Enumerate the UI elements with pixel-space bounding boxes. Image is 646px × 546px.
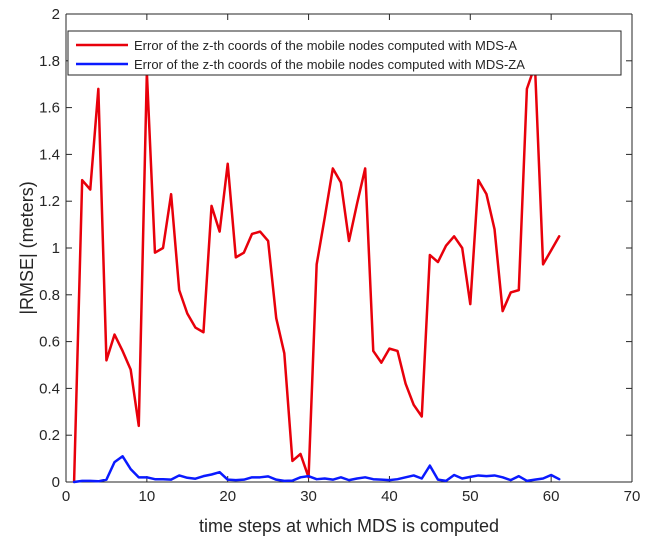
y-tick-label: 0.8	[39, 287, 60, 304]
y-tick-label: 0.2	[39, 427, 60, 444]
y-tick-label: 1.6	[39, 100, 60, 117]
y-tick-label: 0	[52, 474, 60, 491]
x-tick-label: 20	[219, 488, 236, 505]
series-layer	[72, 64, 561, 484]
x-axis-label: time steps at which MDS is computed	[199, 516, 499, 536]
y-tick-label: 1.2	[39, 193, 60, 210]
y-tick-label: 1	[52, 240, 60, 257]
y-tick-label: 0.6	[39, 334, 60, 351]
y-axis-label: |RMSE| (meters)	[17, 181, 37, 314]
y-tick-label: 2	[52, 6, 60, 23]
legend: Error of the z-th coords of the mobile n…	[67, 30, 622, 76]
plot-area	[66, 14, 632, 482]
x-tick-label: 0	[62, 488, 70, 505]
series-line-mds-a	[72, 64, 561, 484]
x-tick-label: 40	[381, 488, 398, 505]
legend-box	[67, 30, 622, 76]
x-tick-label: 30	[300, 488, 317, 505]
y-tick-label: 1.4	[39, 146, 60, 163]
x-tick-label: 10	[139, 488, 156, 505]
y-axis: 0 0.2 0.4 0.6 0.8 1 1.2 1.4 1.6 1.8 2	[39, 6, 632, 491]
x-tick-label: 50	[462, 488, 479, 505]
x-tick-label: 70	[624, 488, 641, 505]
series-line-mds-za	[72, 455, 561, 484]
x-tick-label: 60	[543, 488, 560, 505]
y-tick-label: 1.8	[39, 53, 60, 70]
x-axis: 0 10 20 30 40 50 60 70	[62, 14, 641, 505]
legend-label-mds-a: Error of the z-th coords of the mobile n…	[134, 38, 517, 53]
legend-label-mds-za: Error of the z-th coords of the mobile n…	[134, 57, 525, 72]
y-tick-label: 0.4	[39, 380, 60, 397]
